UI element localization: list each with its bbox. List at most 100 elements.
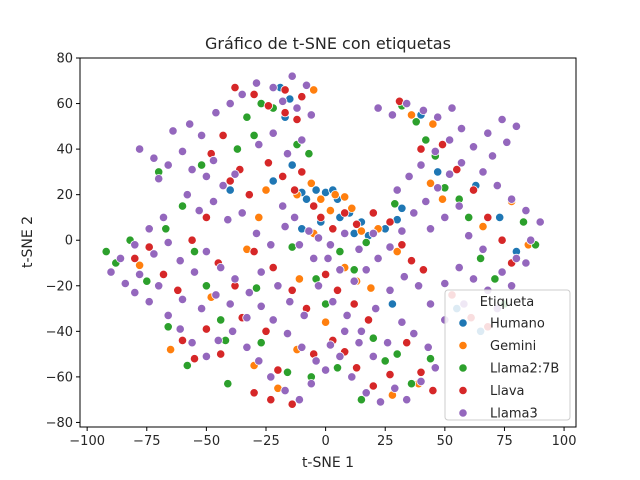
data-point [511, 121, 522, 131]
data-point [266, 395, 276, 405]
data-point [261, 185, 271, 195]
data-point [273, 365, 283, 375]
data-point [366, 283, 376, 293]
legend-label: Llama2:7B [490, 362, 559, 377]
data-point [335, 247, 345, 257]
legend-title: Etiqueta [480, 295, 534, 310]
data-point [225, 99, 235, 109]
data-point [387, 110, 397, 120]
data-point [163, 160, 173, 170]
data-point [464, 212, 474, 222]
data-point [340, 192, 350, 202]
legend-marker [458, 340, 468, 351]
data-point [309, 253, 319, 263]
data-point [416, 376, 426, 386]
data-point [263, 158, 273, 168]
data-point [418, 265, 428, 275]
legend-marker [458, 385, 468, 396]
x-axis-label: t-SNE 1 [302, 455, 354, 471]
data-point [306, 178, 316, 188]
data-point [397, 240, 407, 250]
data-point [163, 237, 173, 248]
data-point [225, 185, 235, 195]
data-point [409, 208, 419, 218]
data-point [468, 185, 479, 195]
legend-label: Llama3 [490, 407, 538, 422]
data-point [144, 224, 154, 234]
data-point [406, 110, 417, 120]
data-point [185, 119, 195, 129]
data-point [521, 258, 531, 268]
data-point [385, 242, 395, 252]
data-point [492, 181, 502, 191]
y-tick-label: 0 [65, 234, 73, 249]
data-point [340, 326, 350, 336]
data-point [347, 372, 357, 382]
data-point [251, 283, 262, 293]
data-point [201, 247, 211, 257]
data-point [201, 171, 211, 181]
data-point [280, 385, 290, 396]
data-point [356, 226, 366, 236]
data-point [356, 395, 366, 405]
data-point [294, 274, 304, 284]
legend-label: Llava [490, 384, 524, 399]
data-point [230, 169, 240, 179]
data-point [249, 89, 259, 100]
data-point [230, 83, 240, 93]
data-point [361, 388, 371, 398]
data-point [433, 112, 443, 122]
data-point [256, 338, 266, 348]
data-point [282, 367, 293, 377]
data-point [301, 194, 312, 204]
data-point [263, 101, 273, 111]
data-point [387, 299, 397, 309]
data-point [177, 335, 188, 345]
data-point [144, 297, 154, 307]
data-point [332, 363, 343, 373]
data-point [478, 222, 488, 232]
data-point [297, 342, 307, 352]
data-point [351, 363, 362, 373]
legend-marker [458, 363, 468, 373]
data-point [487, 151, 498, 161]
data-point [304, 149, 314, 159]
data-point [392, 349, 402, 359]
data-point [242, 342, 252, 352]
data-point [535, 217, 545, 227]
data-point [161, 224, 171, 234]
data-point [306, 110, 316, 120]
data-point [390, 383, 400, 393]
data-point [385, 285, 395, 295]
data-point [225, 176, 235, 186]
data-point [189, 354, 200, 364]
data-point [297, 135, 307, 145]
data-point [292, 103, 302, 113]
x-tick-label: −50 [193, 434, 220, 449]
data-point [354, 244, 364, 254]
data-point [444, 135, 455, 145]
data-point [251, 228, 262, 238]
data-point [430, 363, 440, 373]
data-point [218, 181, 228, 191]
x-tick-label: 25 [377, 434, 394, 449]
data-point [144, 242, 154, 252]
data-point [332, 285, 343, 295]
data-point [399, 272, 409, 282]
data-point [175, 256, 185, 266]
data-point [197, 160, 207, 170]
data-point [425, 178, 436, 188]
data-point [289, 185, 300, 195]
data-point [440, 212, 450, 222]
data-point [425, 224, 436, 234]
data-point [135, 144, 145, 154]
data-point [154, 174, 164, 184]
data-point [101, 247, 111, 257]
data-point [506, 194, 517, 204]
data-point [440, 278, 450, 289]
data-point [177, 201, 188, 211]
data-point [135, 260, 145, 270]
data-point [242, 313, 252, 323]
data-point [225, 299, 235, 309]
